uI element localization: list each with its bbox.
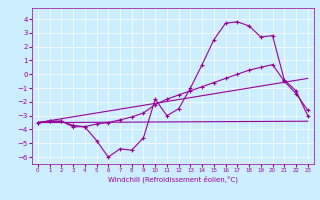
- X-axis label: Windchill (Refroidissement éolien,°C): Windchill (Refroidissement éolien,°C): [108, 176, 238, 183]
